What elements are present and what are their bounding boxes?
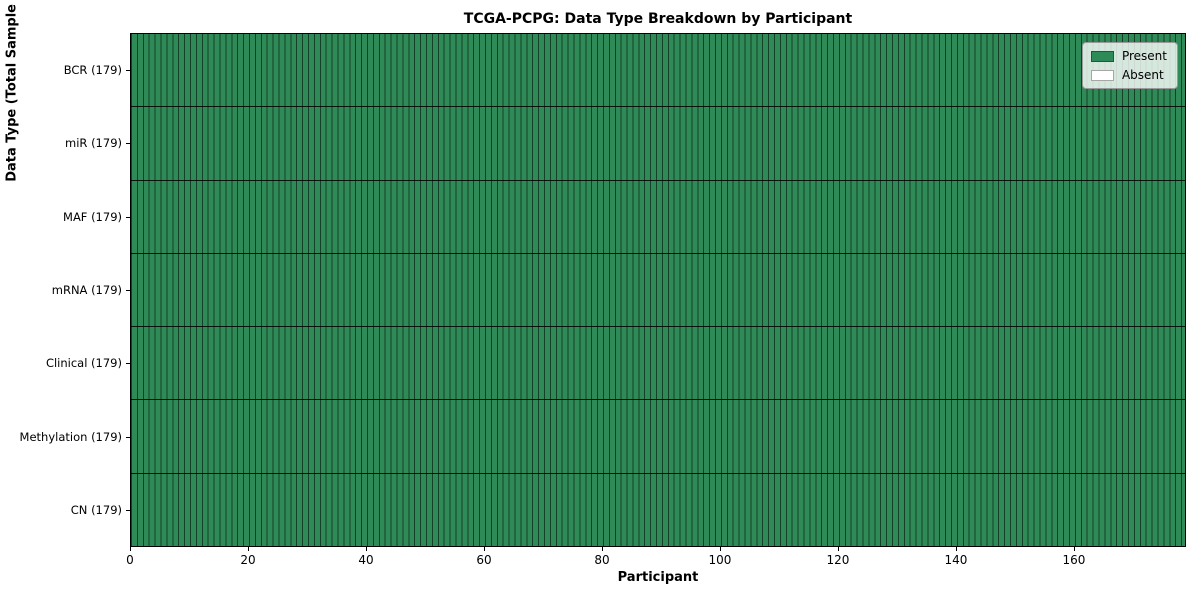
x-tick-label: 140 <box>944 553 968 567</box>
x-tick-label: 60 <box>476 553 492 567</box>
y-tick-label-bcr: BCR (179) <box>63 62 122 77</box>
heatmap-row <box>131 253 1185 328</box>
y-tick-label-mir: miR (179) <box>65 136 122 151</box>
y-tick-mark <box>126 290 130 291</box>
x-tick-mark <box>483 547 485 551</box>
y-tick-label-maf: MAF (179) <box>63 209 122 224</box>
x-tick-label: 100 <box>708 553 732 567</box>
heatmap-rows <box>131 34 1185 546</box>
y-axis-label: Data Type (Total Sample Count) <box>4 0 20 182</box>
x-tick-label: 80 <box>594 553 610 567</box>
heatmap-row <box>131 400 1185 474</box>
legend-entry-present: Present <box>1090 49 1167 63</box>
x-tick-mark <box>719 547 721 551</box>
heatmap-row <box>131 180 1185 254</box>
y-tick-mark <box>126 143 130 145</box>
x-tick-mark <box>601 547 603 551</box>
y-tick-label-methylation: Methylation (179) <box>19 429 122 444</box>
x-tick-mark <box>247 547 249 551</box>
x-tick-mark <box>365 547 367 551</box>
y-tick-mark <box>126 363 130 365</box>
x-tick-mark <box>837 547 839 551</box>
x-tick-label: 160 <box>1062 553 1086 567</box>
y-tick-mark <box>126 69 130 71</box>
y-tick-label-mrna: mRNA (179) <box>51 283 122 297</box>
chart-title: TCGA-PCPG: Data Type Breakdown by Partic… <box>463 11 853 27</box>
legend-label-absent: Absent <box>1121 68 1164 82</box>
heatmap-row <box>131 327 1185 401</box>
legend-swatch-absent <box>1090 69 1114 81</box>
y-tick-mark <box>126 436 130 438</box>
legend-label-present: Present <box>1121 49 1167 63</box>
legend: Present Absent <box>1081 42 1178 89</box>
x-tick-mark <box>1073 547 1075 551</box>
heatmap-row <box>131 34 1185 108</box>
y-tick-mark <box>126 216 130 218</box>
heatmap-row <box>131 107 1185 181</box>
heatmap-plot-area: Present Absent <box>130 33 1186 547</box>
y-tick-mark <box>126 510 130 512</box>
legend-entry-absent: Absent <box>1090 68 1167 82</box>
x-tick-mark <box>130 547 131 551</box>
x-tick-label: 40 <box>358 553 374 567</box>
x-tick-label: 120 <box>826 553 850 567</box>
heatmap-row <box>131 473 1185 546</box>
x-axis-label: Participant <box>617 570 699 585</box>
y-tick-label-cn: CN (179) <box>70 503 122 518</box>
x-tick-mark <box>955 547 957 551</box>
y-tick-label-clinical: Clinical (179) <box>45 356 122 371</box>
x-tick-label: 0 <box>126 553 134 567</box>
x-tick-label: 20 <box>240 553 256 567</box>
legend-swatch-present <box>1090 50 1114 62</box>
